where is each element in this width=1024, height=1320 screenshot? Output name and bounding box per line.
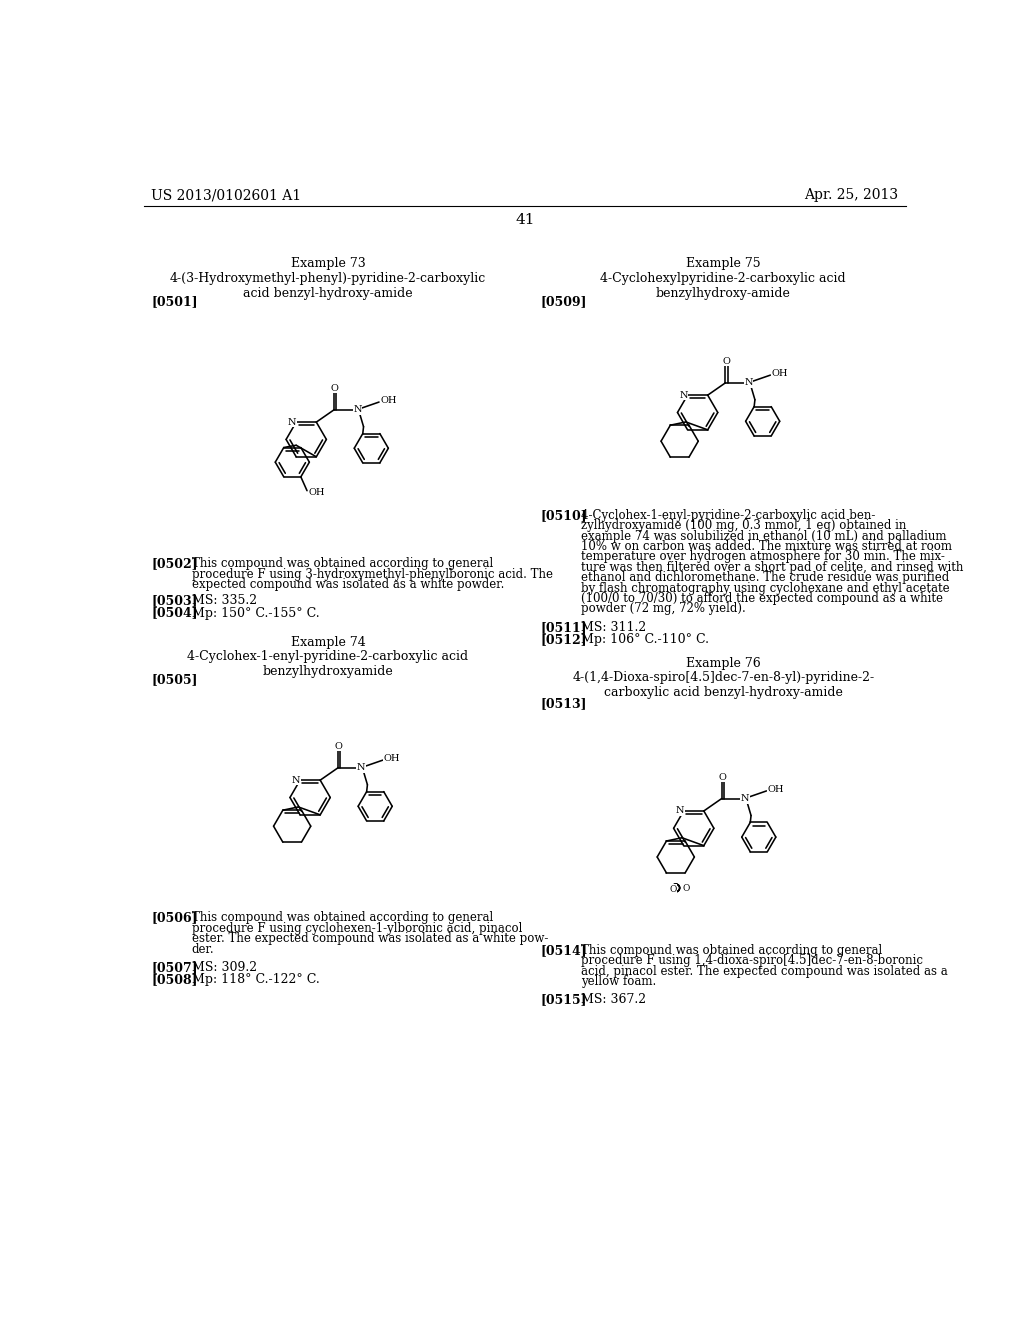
Text: [0510]: [0510]	[541, 508, 587, 521]
Text: MS: 367.2: MS: 367.2	[581, 993, 646, 1006]
Text: procedure F using 3-hydroxymethyl-phenylboronic acid. The: procedure F using 3-hydroxymethyl-phenyl…	[191, 568, 553, 581]
Text: O: O	[682, 884, 689, 892]
Text: O: O	[719, 772, 726, 781]
Text: [0508]: [0508]	[152, 973, 198, 986]
Text: temperature over hydrogen atmosphere for 30 min. The mix-: temperature over hydrogen atmosphere for…	[581, 550, 944, 564]
Text: by flash chromatography using cyclohexane and ethyl acetate: by flash chromatography using cyclohexan…	[581, 582, 949, 594]
Text: This compound was obtained according to general: This compound was obtained according to …	[191, 911, 493, 924]
Text: N: N	[744, 379, 753, 387]
Text: procedure F using cyclohexen-1-ylboronic acid, pinacol: procedure F using cyclohexen-1-ylboronic…	[191, 921, 522, 935]
Text: powder (72 mg, 72% yield).: powder (72 mg, 72% yield).	[581, 602, 745, 615]
Text: (100/0 to 70/30) to afford the expected compound as a white: (100/0 to 70/30) to afford the expected …	[581, 591, 943, 605]
Text: N: N	[740, 795, 750, 803]
Text: acid, pinacol ester. The expected compound was isolated as a: acid, pinacol ester. The expected compou…	[581, 965, 947, 978]
Text: [0514]: [0514]	[541, 944, 587, 957]
Text: Apr. 25, 2013: Apr. 25, 2013	[804, 189, 898, 202]
Text: [0512]: [0512]	[541, 634, 587, 647]
Text: [0509]: [0509]	[541, 296, 587, 309]
Text: MS: 335.2: MS: 335.2	[191, 594, 257, 607]
Text: Mp: 106° C.-110° C.: Mp: 106° C.-110° C.	[581, 634, 709, 647]
Text: Example 73: Example 73	[291, 257, 366, 271]
Text: N: N	[288, 417, 297, 426]
Text: [0502]: [0502]	[152, 557, 198, 570]
Text: Example 74: Example 74	[291, 636, 366, 649]
Text: ethanol and dichloromethane. The crude residue was purified: ethanol and dichloromethane. The crude r…	[581, 572, 949, 585]
Text: 41: 41	[515, 213, 535, 227]
Text: [0513]: [0513]	[541, 697, 587, 710]
Text: [0504]: [0504]	[152, 607, 198, 619]
Text: MS: 309.2: MS: 309.2	[191, 961, 257, 974]
Text: procedure F using 1,4-dioxa-spiro[4.5]dec-7-en-8-boronic: procedure F using 1,4-dioxa-spiro[4.5]de…	[581, 954, 923, 968]
Text: 4-(1,4-Dioxa-spiro[4.5]dec-7-en-8-yl)-pyridine-2-
carboxylic acid benzyl-hydroxy: 4-(1,4-Dioxa-spiro[4.5]dec-7-en-8-yl)-py…	[572, 671, 874, 700]
Text: This compound was obtained according to general: This compound was obtained according to …	[581, 944, 882, 957]
Text: Mp: 118° C.-122° C.: Mp: 118° C.-122° C.	[191, 973, 319, 986]
Text: [0505]: [0505]	[152, 673, 198, 686]
Text: O: O	[335, 742, 343, 751]
Text: [0511]: [0511]	[541, 622, 587, 634]
Text: N: N	[357, 763, 366, 772]
Text: yellow foam.: yellow foam.	[581, 975, 655, 987]
Text: OH: OH	[380, 396, 396, 405]
Text: der.: der.	[191, 942, 214, 956]
Text: 10% w on carbon was added. The mixture was stirred at room: 10% w on carbon was added. The mixture w…	[581, 540, 951, 553]
Text: OH: OH	[384, 754, 400, 763]
Text: O: O	[331, 384, 339, 392]
Text: OH: OH	[308, 488, 325, 496]
Text: Example 75: Example 75	[686, 257, 761, 271]
Text: zylhydroxyamide (100 mg, 0.3 mmol, 1 eq) obtained in: zylhydroxyamide (100 mg, 0.3 mmol, 1 eq)…	[581, 519, 906, 532]
Text: 4-Cyclohex-1-enyl-pyridine-2-carboxylic acid
benzylhydroxyamide: 4-Cyclohex-1-enyl-pyridine-2-carboxylic …	[187, 649, 469, 677]
Text: [0503]: [0503]	[152, 594, 198, 607]
Text: [0506]: [0506]	[152, 911, 198, 924]
Text: This compound was obtained according to general: This compound was obtained according to …	[191, 557, 493, 570]
Text: N: N	[292, 776, 300, 784]
Text: OH: OH	[768, 785, 784, 793]
Text: OH: OH	[771, 370, 788, 378]
Text: MS: 311.2: MS: 311.2	[581, 622, 646, 634]
Text: N: N	[676, 807, 684, 816]
Text: 4-Cyclohex-1-enyl-pyridine-2-carboxylic acid ben-: 4-Cyclohex-1-enyl-pyridine-2-carboxylic …	[581, 508, 874, 521]
Text: US 2013/0102601 A1: US 2013/0102601 A1	[152, 189, 301, 202]
Text: 4-Cyclohexylpyridine-2-carboxylic acid
benzylhydroxy-amide: 4-Cyclohexylpyridine-2-carboxylic acid b…	[600, 272, 846, 301]
Text: N: N	[680, 391, 688, 400]
Text: ture was then filtered over a short pad of celite, and rinsed with: ture was then filtered over a short pad …	[581, 561, 963, 574]
Text: 4-(3-Hydroxymethyl-phenyl)-pyridine-2-carboxylic
acid benzyl-hydroxy-amide: 4-(3-Hydroxymethyl-phenyl)-pyridine-2-ca…	[170, 272, 486, 301]
Text: [0501]: [0501]	[152, 296, 198, 309]
Text: example 74 was solubilized in ethanol (10 mL) and palladium: example 74 was solubilized in ethanol (1…	[581, 529, 946, 543]
Text: N: N	[353, 405, 361, 414]
Text: O: O	[722, 356, 730, 366]
Text: [0507]: [0507]	[152, 961, 198, 974]
Text: [0515]: [0515]	[541, 993, 587, 1006]
Text: expected compound was isolated as a white powder.: expected compound was isolated as a whit…	[191, 578, 504, 591]
Text: Example 76: Example 76	[686, 657, 761, 671]
Text: O: O	[670, 884, 677, 894]
Text: Mp: 150° C.-155° C.: Mp: 150° C.-155° C.	[191, 607, 319, 619]
Text: ester. The expected compound was isolated as a white pow-: ester. The expected compound was isolate…	[191, 932, 548, 945]
